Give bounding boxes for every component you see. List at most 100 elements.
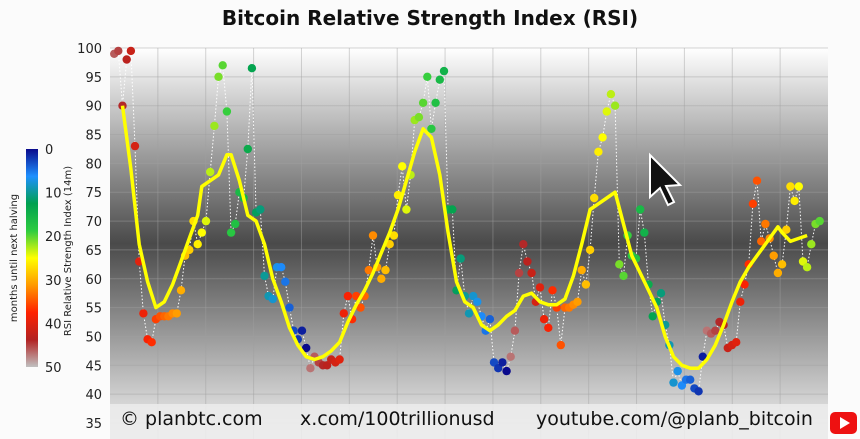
- y-tick-label: 70: [85, 215, 102, 230]
- rsi-point: [435, 75, 444, 84]
- rsi-point: [364, 265, 373, 275]
- rsi-point: [711, 326, 720, 335]
- rsi-point: [786, 182, 795, 191]
- rsi-point: [648, 312, 657, 321]
- y-tick-label: 80: [85, 157, 102, 172]
- rsi-point: [615, 260, 624, 269]
- rsi-point: [201, 216, 211, 226]
- rsi-point: [677, 381, 687, 390]
- colorbar-tick-label: 10: [45, 187, 62, 202]
- rsi-point: [176, 286, 186, 295]
- rsi-point: [448, 205, 457, 214]
- y-tick-label: 95: [85, 71, 102, 86]
- rsi-point: [431, 98, 440, 108]
- plot-background: [110, 48, 828, 439]
- colorbar-tick-label: 30: [45, 274, 62, 289]
- rsi-point: [130, 141, 140, 151]
- rsi-point: [222, 107, 232, 116]
- rsi-point: [114, 46, 123, 56]
- rsi-point: [122, 55, 131, 64]
- rsi-point: [218, 61, 227, 70]
- rsi-point: [335, 355, 344, 364]
- rsi-point: [510, 326, 520, 335]
- rsi-point: [544, 323, 553, 332]
- y-axis-label: RSI Relative Strength Index (14m): [63, 166, 74, 336]
- rsi-point: [247, 63, 257, 73]
- rsi-point: [473, 297, 482, 306]
- footer-bar: [110, 404, 828, 439]
- rsi-point: [686, 375, 695, 384]
- rsi-point: [285, 303, 294, 312]
- y-tick-label: 40: [85, 388, 102, 403]
- y-tick-label: 60: [85, 273, 102, 288]
- rsi-point: [322, 361, 332, 370]
- rsi-point: [489, 358, 499, 367]
- footer-x-link[interactable]: x.com/100trillionusd: [300, 408, 495, 430]
- colorbar: [26, 149, 38, 367]
- rsi-point: [606, 90, 616, 99]
- rsi-point: [514, 268, 524, 278]
- y-tick-label: 50: [85, 330, 102, 345]
- rsi-point: [306, 364, 315, 373]
- rsi-point: [694, 387, 703, 396]
- y-tick-label: 100: [77, 42, 102, 57]
- rsi-point: [343, 291, 353, 301]
- rsi-point: [268, 294, 277, 304]
- rsi-point: [769, 251, 778, 260]
- rsi-point: [815, 216, 824, 226]
- rsi-point: [577, 265, 586, 275]
- rsi-point: [206, 167, 215, 177]
- colorbar-ticks: 0 10 20 30 40 50: [45, 143, 62, 376]
- footer-youtube-link[interactable]: youtube.com/@planb_bitcoin: [536, 408, 813, 430]
- rsi-point: [418, 98, 428, 108]
- rsi-point: [602, 107, 611, 116]
- y-tick-label: 85: [85, 129, 102, 144]
- rsi-point: [590, 193, 599, 203]
- rsi-point: [356, 303, 365, 312]
- rsi-moving-average: [120, 105, 808, 370]
- rsi-point: [636, 205, 645, 214]
- rsi-point: [381, 265, 390, 275]
- rsi-point: [147, 338, 156, 347]
- rsi-point: [740, 280, 749, 289]
- rsi-point: [802, 263, 812, 272]
- colorbar-tick-label: 50: [45, 361, 62, 376]
- footer-site[interactable]: © planbtc.com: [120, 408, 263, 430]
- rsi-point: [389, 231, 399, 240]
- rsi-point: [573, 297, 582, 306]
- rsi-point: [226, 228, 236, 237]
- rsi-point: [297, 326, 307, 335]
- rsi-point: [673, 366, 682, 376]
- rsi-point: [414, 113, 424, 122]
- chart-title: Bitcoin Relative Strength Index (RSI): [221, 6, 639, 30]
- rsi-point: [210, 121, 219, 131]
- rsi-point: [585, 245, 595, 255]
- rsi-point: [640, 228, 649, 237]
- rsi-point: [598, 133, 607, 142]
- rsi-point: [398, 162, 407, 171]
- rsi-point: [656, 289, 666, 298]
- rsi-point: [594, 147, 603, 156]
- rsi-point: [782, 225, 791, 234]
- colorbar-tick-label: 40: [45, 317, 62, 332]
- rsi-point: [535, 283, 545, 292]
- youtube-subscribe-icon[interactable]: [830, 412, 857, 434]
- rsi-point: [807, 240, 816, 249]
- rsi-point: [523, 257, 532, 266]
- y-tick-label: 35: [85, 417, 102, 432]
- rsi-point: [556, 340, 565, 350]
- colorbar-label: months until next halving: [9, 194, 20, 322]
- rsi-point: [698, 352, 707, 361]
- rsi-point: [794, 182, 803, 191]
- rsi-point: [752, 176, 762, 185]
- rsi-point: [669, 378, 678, 387]
- rsi-point: [506, 352, 515, 361]
- rsi-point: [777, 260, 787, 269]
- rsi-point: [757, 237, 766, 246]
- rsi-point: [773, 268, 783, 278]
- rsi-point: [439, 66, 449, 76]
- y-tick-label: 45: [85, 359, 102, 374]
- rsi-point: [339, 309, 348, 318]
- rsi-point: [456, 254, 465, 263]
